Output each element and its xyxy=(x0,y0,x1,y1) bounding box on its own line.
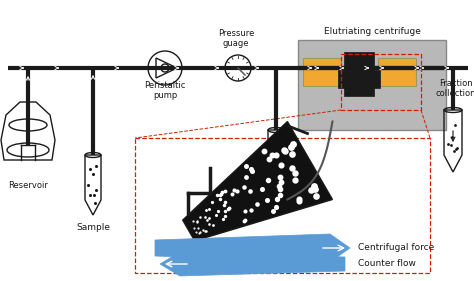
Text: Centrifugal force: Centrifugal force xyxy=(358,244,434,253)
Text: Sample: Sample xyxy=(76,223,110,232)
Polygon shape xyxy=(160,252,345,276)
Text: Bubble
trap: Bubble trap xyxy=(260,185,292,204)
Text: Counter flow: Counter flow xyxy=(358,259,416,269)
Text: Elutriating centrifuge: Elutriating centrifuge xyxy=(324,27,420,36)
FancyBboxPatch shape xyxy=(303,58,341,86)
FancyBboxPatch shape xyxy=(298,40,446,130)
FancyBboxPatch shape xyxy=(338,70,380,88)
Text: Fraction
collection: Fraction collection xyxy=(436,79,474,98)
Text: Pressure
guage: Pressure guage xyxy=(218,29,254,48)
Polygon shape xyxy=(182,121,332,241)
FancyBboxPatch shape xyxy=(378,58,416,86)
Polygon shape xyxy=(155,234,350,262)
Text: Peristaltic
pump: Peristaltic pump xyxy=(144,81,186,100)
FancyBboxPatch shape xyxy=(344,52,374,96)
Text: Reservoir: Reservoir xyxy=(8,181,48,190)
